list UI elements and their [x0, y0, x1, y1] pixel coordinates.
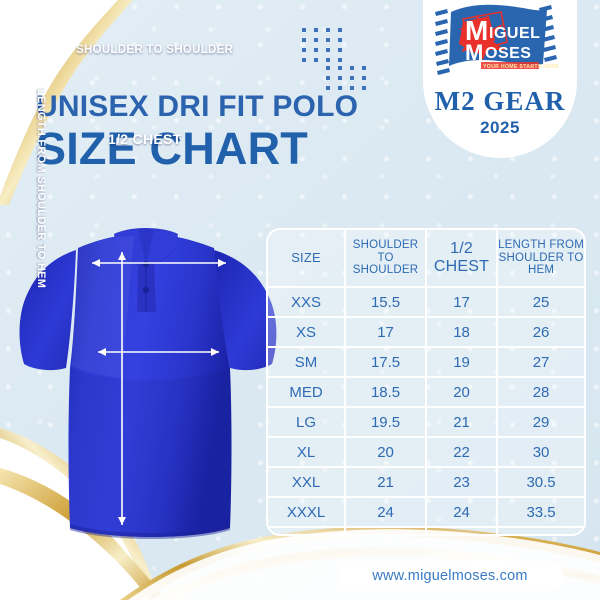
- shirt-hem: [70, 524, 230, 539]
- cell-chest: 19: [424, 346, 499, 378]
- cell-shoulder: 24: [344, 496, 427, 528]
- cell-length: 27: [496, 346, 584, 378]
- table-body: XXS 15.5 17 25 XS 17 18 26 SM 17.5 19 27: [268, 286, 584, 534]
- cell-chest: 23: [424, 466, 499, 498]
- shirt-highlight: [72, 236, 134, 378]
- logo-red-mark: [459, 11, 508, 60]
- cell-shoulder: 18.5: [344, 376, 427, 408]
- cell-size: MED: [268, 376, 347, 408]
- page-title-line1: UNISEX DRI FIT POLO: [36, 90, 359, 123]
- table-row: XXXL 24 24 33.5: [268, 496, 584, 528]
- cell-chest: 24: [424, 496, 499, 528]
- cell-size: XXXL: [268, 496, 347, 528]
- shirt-collar-left: [114, 230, 146, 264]
- logo-word-oses: OSES: [485, 45, 531, 62]
- polo-shirt-image: [19, 228, 277, 539]
- shirt-left-sleeve: [19, 250, 76, 371]
- cell-shoulder: 19.5: [344, 406, 427, 438]
- cell-length: 33.5: [496, 496, 584, 528]
- cell-shoulder: 17: [344, 316, 427, 348]
- cell-length: 25: [496, 286, 584, 318]
- column-header-half-chest: 1/2 CHEST: [424, 230, 499, 288]
- column-header-length: LENGTH FROM SHOULDER TO HEM: [496, 230, 584, 288]
- logo-initial-m2: M: [465, 40, 483, 65]
- table-row: XL 20 22 30: [268, 436, 584, 468]
- column-header-shoulder-to-shoulder: SHOULDER TO SHOULDER: [344, 230, 427, 288]
- table-row: XXS 15.5 17 25: [268, 286, 584, 318]
- shirt-body: [68, 234, 232, 537]
- shirt-button-bottom: [142, 286, 150, 294]
- cell-size: SM: [268, 346, 347, 378]
- cell-shoulder: 17.5: [344, 346, 427, 378]
- shirt-collar-right: [146, 230, 178, 264]
- cell-size: XS: [268, 316, 347, 348]
- table-row: XXXXL 24.5 25 34.2: [268, 526, 584, 534]
- logo-word-iguel: IGUEL: [489, 25, 540, 42]
- brand-badge: M M IGUEL OSES YOUR HOME STARTS HERE M2 …: [423, 0, 577, 158]
- cell-length: 34.2: [496, 526, 584, 534]
- logo-tagline: YOUR HOME STARTS HERE: [483, 64, 559, 70]
- cell-size: XL: [268, 436, 347, 468]
- page-title-line2: SIZE CHART: [36, 123, 308, 174]
- label-half-chest: 1/2 CHEST: [108, 131, 182, 147]
- cell-length: 30.5: [496, 466, 584, 498]
- cell-length: 30: [496, 436, 584, 468]
- cell-chest: 20: [424, 376, 499, 408]
- badge-title: M2 GEAR: [434, 86, 566, 116]
- shirt-shading: [70, 368, 232, 537]
- flag-left-ticks: [435, 9, 450, 75]
- cell-chest: 17: [424, 286, 499, 318]
- cell-shoulder: 24.5: [344, 526, 427, 534]
- cell-chest: 18: [424, 316, 499, 348]
- website-url: www.miguelmoses.com: [372, 568, 528, 584]
- cell-length: 26: [496, 316, 584, 348]
- table-row: XS 17 18 26: [268, 316, 584, 348]
- table-row: SM 17.5 19 27: [268, 346, 584, 378]
- cell-size: XXL: [268, 466, 347, 498]
- cell-shoulder: 15.5: [344, 286, 427, 318]
- website-pill[interactable]: www.miguelmoses.com: [337, 561, 563, 591]
- logo-initial-m1: M: [465, 15, 488, 46]
- column-header-size: SIZE: [268, 230, 347, 288]
- cell-length: 28: [496, 376, 584, 408]
- cell-size: LG: [268, 406, 347, 438]
- cell-size: XXXXL: [268, 526, 347, 534]
- table-row: LG 19.5 21 29: [268, 406, 584, 438]
- cell-shoulder: 20: [344, 436, 427, 468]
- shirt-right-sleeve: [214, 250, 277, 371]
- table-header-row: SIZE SHOULDER TO SHOULDER 1/2 CHEST LENG…: [268, 230, 584, 288]
- table-row: XXL 21 23 30.5: [268, 466, 584, 498]
- label-shoulder-to-shoulder: SHOULDER TO SHOULDER: [76, 44, 234, 56]
- cell-size: XXS: [268, 286, 347, 318]
- cell-chest: 21: [424, 406, 499, 438]
- size-chart-table: SIZE SHOULDER TO SHOULDER 1/2 CHEST LENG…: [266, 228, 586, 536]
- table-row: MED 18.5 20 28: [268, 376, 584, 408]
- flag-right-ticks: [539, 5, 557, 62]
- decorative-dot-pattern: [302, 28, 366, 90]
- miguel-moses-flag-logo: M M IGUEL OSES YOUR HOME STARTS HERE: [433, 2, 567, 80]
- label-length-shoulder-to-hem: LENGTH FROM SHOULDER TO HEM: [35, 89, 47, 289]
- cell-shoulder: 21: [344, 466, 427, 498]
- badge-year: 2025: [480, 118, 520, 137]
- cell-length: 29: [496, 406, 584, 438]
- cell-chest: 25: [424, 526, 499, 534]
- shirt-button-top: [142, 260, 150, 268]
- cell-chest: 22: [424, 436, 499, 468]
